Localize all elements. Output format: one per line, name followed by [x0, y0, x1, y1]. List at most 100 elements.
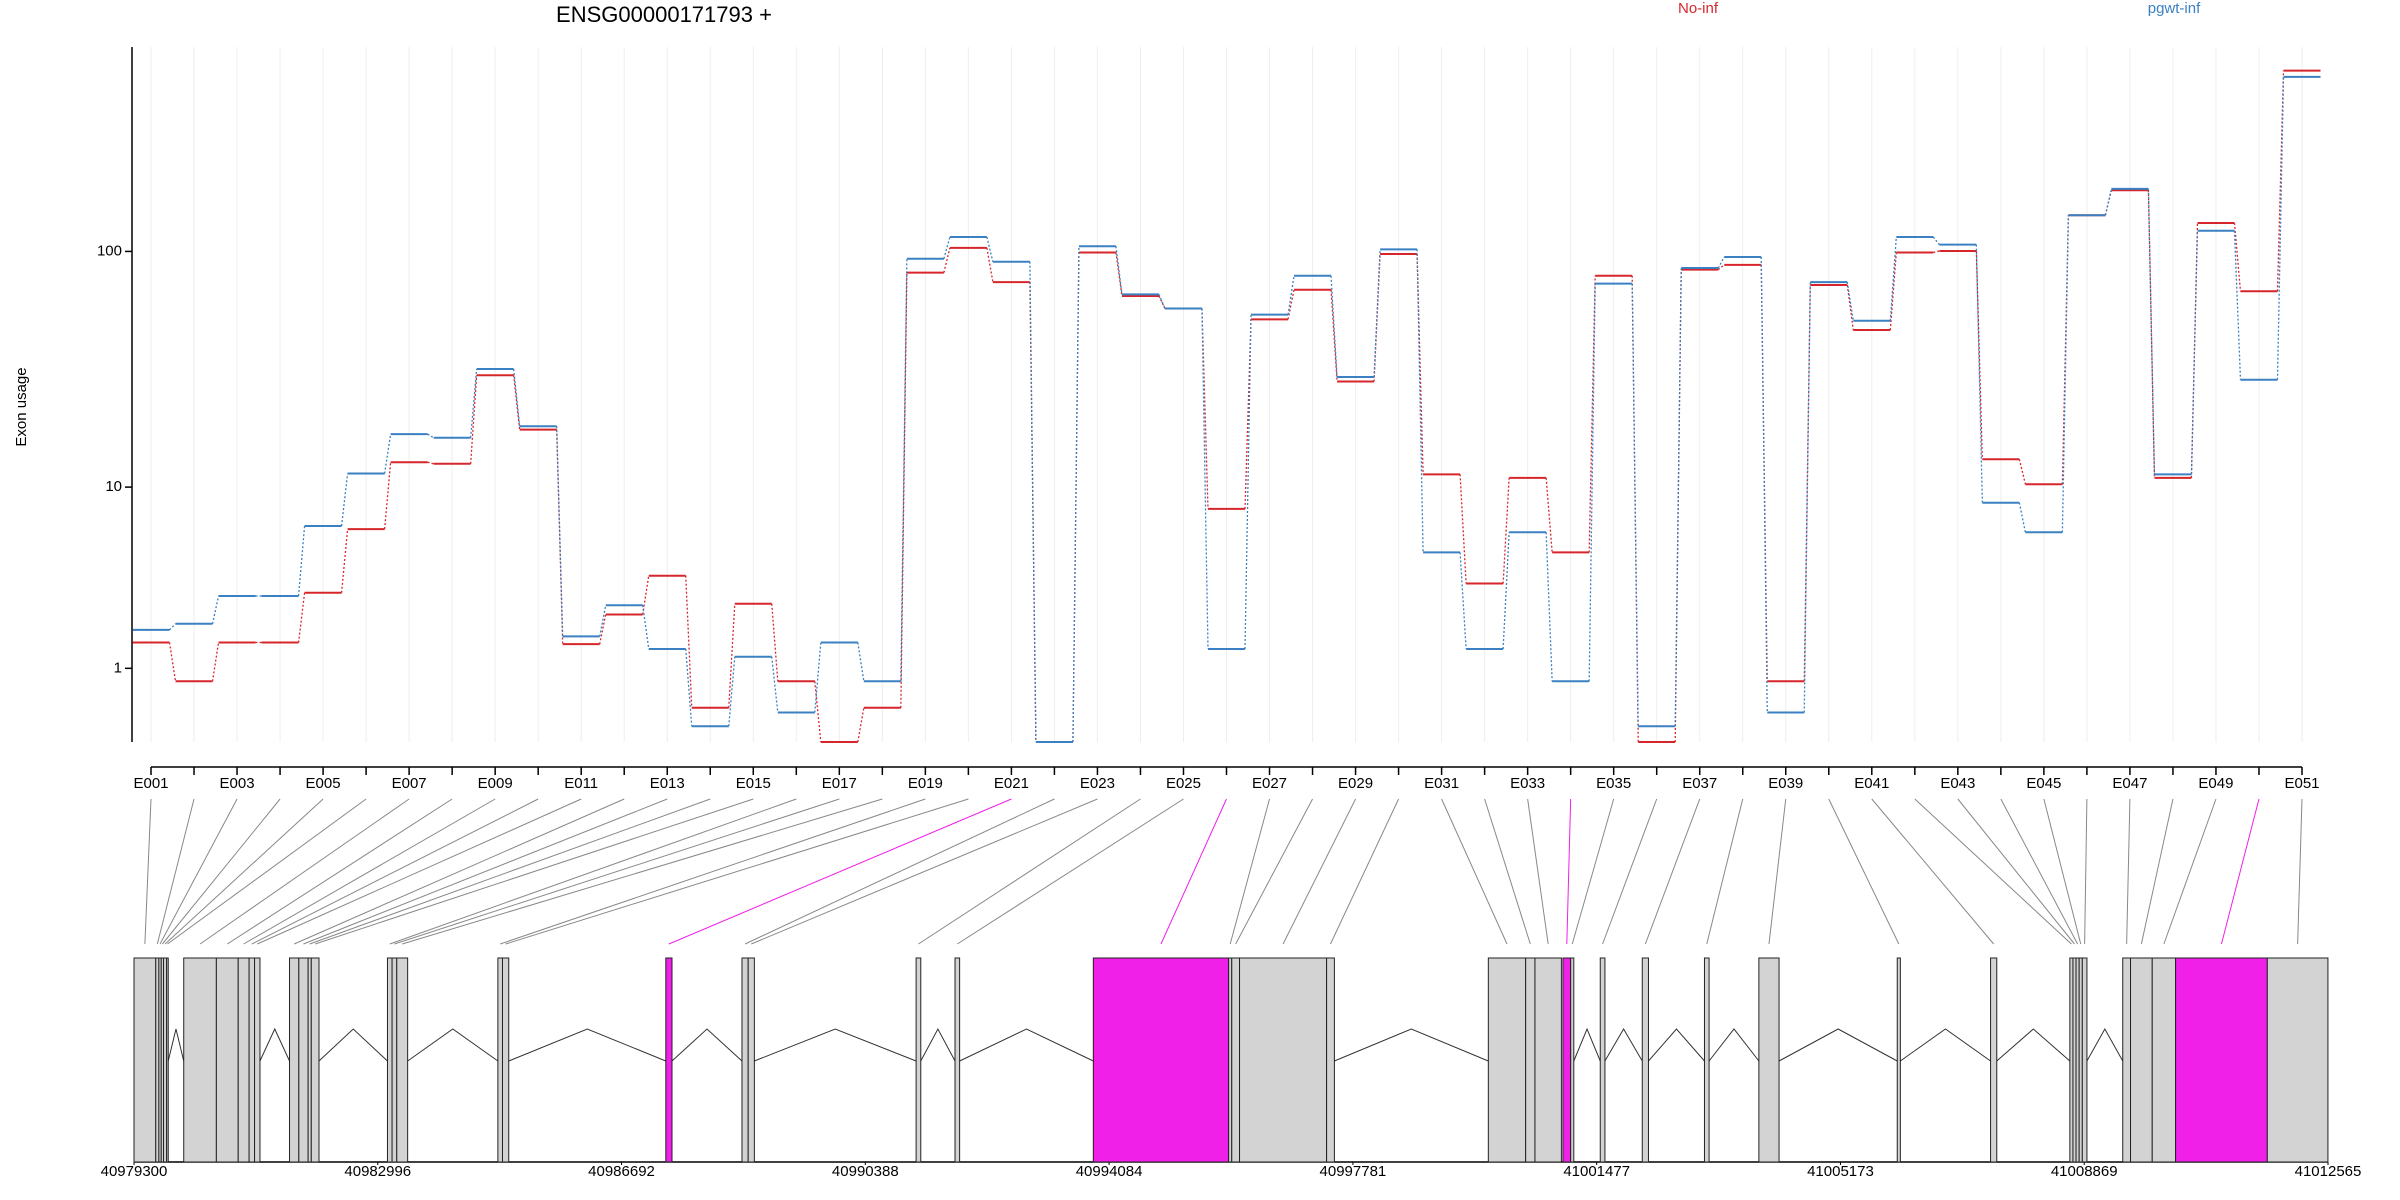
connector	[2190, 230, 2199, 475]
connector	[1932, 236, 1940, 246]
exon-link	[243, 798, 496, 945]
connector	[469, 375, 478, 464]
x-tick-label: E031	[1424, 775, 1459, 792]
exon-box	[2130, 957, 2153, 1163]
exon-link	[199, 798, 410, 945]
connector	[1029, 261, 1037, 743]
exon-box	[1896, 957, 1901, 1163]
x-tick-label: E047	[2112, 775, 2147, 792]
exon-link	[1229, 798, 1271, 945]
connector	[168, 642, 177, 682]
connector	[1244, 314, 1252, 649]
legend-entry: pgwt-inf	[2148, 0, 2201, 17]
exon-box	[166, 957, 169, 1163]
x-tick-label: E049	[2198, 775, 2233, 792]
connector	[427, 433, 434, 439]
connector	[1201, 308, 1209, 509]
exon-link	[1235, 798, 1313, 945]
exon-link	[751, 798, 1098, 945]
exon-box	[2266, 957, 2329, 1163]
genomic-tick-label: 41012565	[2295, 1163, 2362, 1180]
genomic-tick-label: 40986692	[588, 1163, 655, 1180]
connector	[2233, 222, 2242, 292]
connector	[211, 595, 220, 624]
x-tick-label: E043	[1940, 775, 1975, 792]
x-tick-label: E023	[1080, 775, 1115, 792]
connector	[814, 642, 822, 713]
x-tick-label: E011	[564, 775, 598, 792]
exon-box	[2081, 957, 2088, 1163]
exon-box	[1231, 957, 1241, 1163]
exon-box	[254, 957, 261, 1163]
exon-link	[2084, 798, 2088, 945]
connector	[814, 681, 822, 743]
connector	[2233, 230, 2242, 380]
exon-link	[2043, 798, 2082, 945]
connector	[2061, 215, 2070, 533]
intron	[167, 1028, 185, 1062]
intron	[754, 1028, 917, 1062]
exon-box	[747, 957, 755, 1163]
y-tick-label: 100	[97, 242, 122, 259]
exon-link	[2126, 798, 2131, 945]
intron	[1778, 1028, 1898, 1062]
connector	[599, 605, 607, 637]
exon-link	[1330, 798, 1400, 945]
exon-link	[162, 798, 281, 945]
connector	[900, 272, 908, 708]
y-axis-label: Exon usage	[13, 367, 30, 446]
connector	[771, 656, 779, 713]
intron	[1334, 1028, 1489, 1062]
connector	[2018, 459, 2027, 485]
genomic-tick-label: 40994084	[1076, 1163, 1143, 1180]
connector	[340, 473, 349, 527]
connector	[469, 368, 478, 438]
connector	[771, 603, 779, 682]
connector	[1287, 275, 1295, 315]
connector	[857, 642, 865, 682]
intron	[508, 1028, 666, 1062]
connector	[685, 648, 693, 727]
connector	[986, 247, 994, 283]
connector	[427, 461, 434, 465]
x-tick-label: E015	[736, 775, 771, 792]
genomic-tick-label: 40997781	[1320, 1163, 1387, 1180]
connector	[1502, 532, 1510, 649]
y-tick-label: 10	[105, 478, 122, 495]
exon-link	[1571, 798, 1615, 945]
exon-link	[2297, 798, 2303, 945]
exon-box	[310, 957, 320, 1163]
exon-link	[1282, 798, 1357, 945]
x-tick-label: E025	[1166, 775, 1201, 792]
exon-link	[303, 798, 668, 945]
connector	[1287, 289, 1295, 320]
connector	[1373, 253, 1381, 382]
connector	[211, 642, 220, 682]
intron	[920, 1027, 956, 1062]
connector	[900, 258, 908, 682]
genomic-tick-label: 40979300	[101, 1163, 168, 1180]
exon-box	[1525, 957, 1536, 1163]
exon-link	[144, 798, 152, 945]
exon-link	[2140, 798, 2174, 945]
exon-box	[1562, 957, 1572, 1163]
exon-box	[665, 957, 673, 1163]
exon-box	[501, 957, 510, 1163]
genomic-tick-label: 41005173	[1807, 1163, 1874, 1180]
connector	[599, 614, 607, 645]
connector	[1846, 284, 1854, 331]
connector	[857, 707, 865, 743]
exon-box	[1599, 957, 1606, 1163]
exon-box	[1326, 957, 1335, 1163]
x-tick-label: E039	[1768, 775, 1803, 792]
connector	[1201, 308, 1209, 649]
connector	[1889, 252, 1897, 331]
exon-link	[309, 798, 711, 945]
connector	[1158, 294, 1166, 309]
x-tick-label: E045	[2026, 775, 2061, 792]
exon-link	[1441, 798, 1508, 945]
exon-box	[954, 957, 961, 1163]
x-tick-label: E033	[1510, 775, 1545, 792]
connector	[297, 592, 306, 643]
connector	[1933, 250, 1940, 254]
